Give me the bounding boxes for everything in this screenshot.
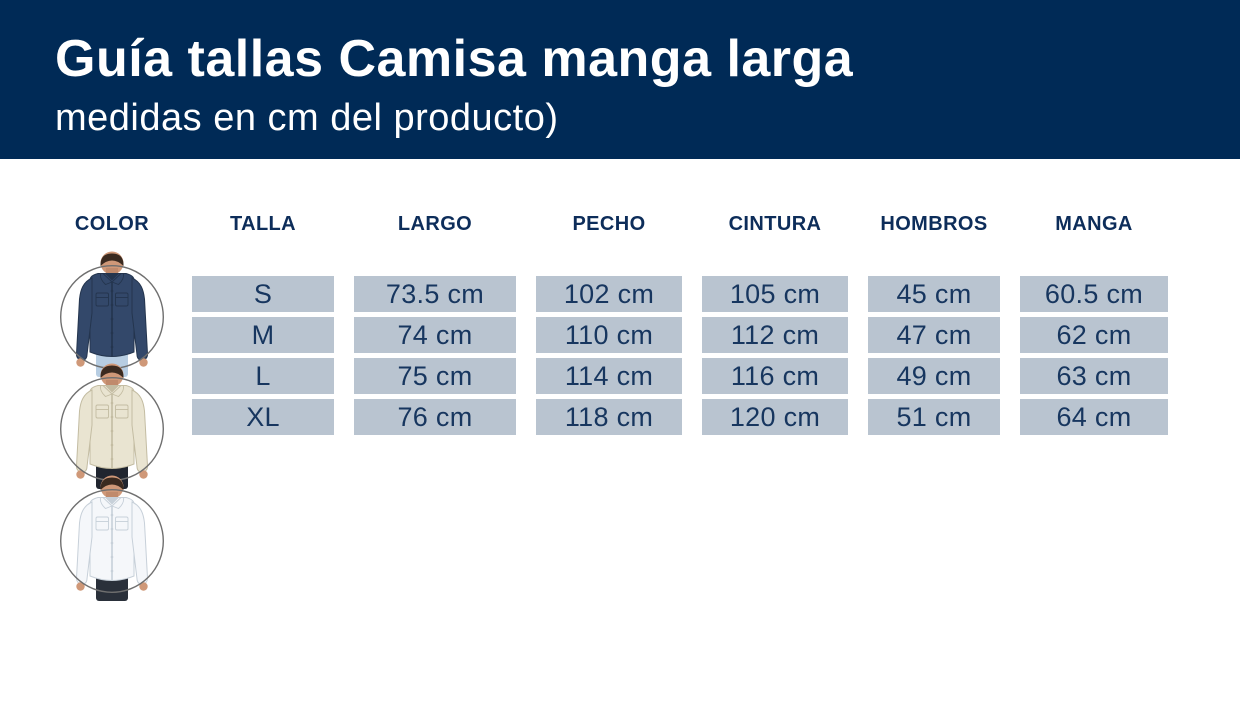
measurement-rows: S 73.5 cm 102 cm 105 cm 45 cm 60.5 cm M …	[192, 276, 1168, 593]
cell-manga: 63 cm	[1020, 358, 1168, 394]
column-header-cintura: CINTURA	[728, 212, 822, 235]
column-header-talla: TALLA	[229, 212, 297, 235]
navy-shirt-photo	[60, 251, 164, 377]
cell-talla: L	[192, 358, 334, 394]
cell-pecho: 114 cm	[536, 358, 682, 394]
page-title: Guía tallas Camisa manga larga	[55, 30, 854, 88]
cell-cintura: 105 cm	[702, 276, 848, 312]
cell-hombros: 47 cm	[868, 317, 1000, 353]
cell-talla: XL	[192, 399, 334, 435]
table-row-m: M 74 cm 110 cm 112 cm 47 cm 62 cm	[192, 317, 1168, 353]
cell-talla: S	[192, 276, 334, 312]
cell-largo: 76 cm	[354, 399, 516, 435]
column-header-color: COLOR	[74, 212, 150, 235]
cell-pecho: 110 cm	[536, 317, 682, 353]
column-header-largo: LARGO	[397, 212, 473, 235]
page-subtitle: medidas en cm del producto)	[55, 97, 559, 139]
header-banner: Guía tallas Camisa manga larga medidas e…	[0, 0, 1240, 159]
cell-cintura: 116 cm	[702, 358, 848, 394]
cell-manga: 64 cm	[1020, 399, 1168, 435]
cell-largo: 73.5 cm	[354, 276, 516, 312]
cell-hombros: 45 cm	[868, 276, 1000, 312]
cell-cintura: 112 cm	[702, 317, 848, 353]
white-shirt-photo	[60, 475, 164, 601]
table-row-l: L 75 cm 114 cm 116 cm 49 cm 63 cm	[192, 358, 1168, 394]
cell-manga: 62 cm	[1020, 317, 1168, 353]
cell-talla: M	[192, 317, 334, 353]
cell-pecho: 102 cm	[536, 276, 682, 312]
color-column	[52, 251, 172, 601]
cell-manga: 60.5 cm	[1020, 276, 1168, 312]
cell-cintura: 120 cm	[702, 399, 848, 435]
table-row-xl: XL 76 cm 118 cm 120 cm 51 cm 64 cm	[192, 399, 1168, 435]
table-body: S 73.5 cm 102 cm 105 cm 45 cm 60.5 cm M …	[52, 251, 1240, 601]
cell-pecho: 118 cm	[536, 399, 682, 435]
column-header-hombros: HOMBROS	[880, 212, 988, 235]
table-header-row: COLOR TALLA LARGO PECHO CINTURA HOMBROS …	[52, 212, 1240, 236]
table-row-s: S 73.5 cm 102 cm 105 cm 45 cm 60.5 cm	[192, 276, 1168, 312]
column-header-manga: MANGA	[1055, 212, 1133, 235]
cell-largo: 75 cm	[354, 358, 516, 394]
beige-shirt-photo	[60, 363, 164, 489]
column-header-pecho: PECHO	[572, 212, 646, 235]
cell-hombros: 49 cm	[868, 358, 1000, 394]
cell-largo: 74 cm	[354, 317, 516, 353]
cell-hombros: 51 cm	[868, 399, 1000, 435]
size-guide-table: COLOR TALLA LARGO PECHO CINTURA HOMBROS …	[0, 212, 1240, 601]
